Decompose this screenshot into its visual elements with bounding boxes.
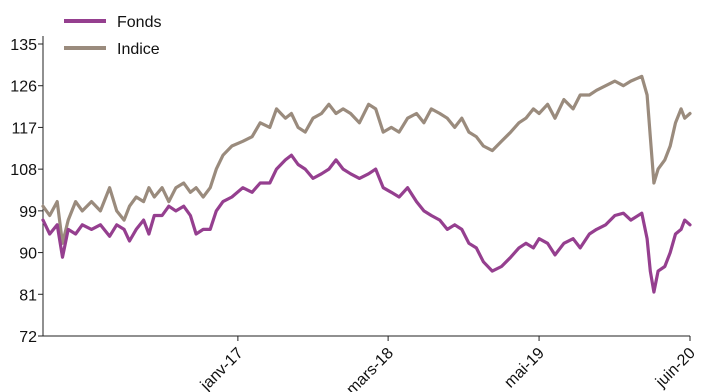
y-tick-label: 117 — [11, 120, 37, 137]
x-tick-label: mars-18 — [343, 345, 397, 392]
series-layer — [41, 74, 692, 294]
y-tick-label: 90 — [19, 246, 37, 263]
x-axis: janv-17 mars-18 mai-19 juin-20 — [43, 335, 699, 392]
y-tick-label: 135 — [10, 37, 37, 54]
x-tick-label: janv-17 — [197, 345, 247, 392]
y-axis: 72 81 90 99 108 117 126 135 — [10, 36, 44, 346]
x-tick-label: mai-19 — [501, 345, 548, 392]
y-tick-label: 99 — [19, 204, 37, 221]
y-tick-label: 108 — [10, 162, 37, 179]
x-tick-label: juin-20 — [652, 345, 699, 392]
legend-label-indice: Indice — [117, 41, 160, 58]
legend-label-fonds: Fonds — [117, 14, 161, 31]
legend: Fonds Indice — [64, 14, 161, 58]
series-line-fonds — [41, 153, 692, 294]
y-tick-label: 81 — [19, 287, 37, 304]
series-line-indice — [41, 74, 692, 245]
y-tick-label: 72 — [19, 329, 37, 346]
y-tick-label: 126 — [10, 79, 37, 96]
